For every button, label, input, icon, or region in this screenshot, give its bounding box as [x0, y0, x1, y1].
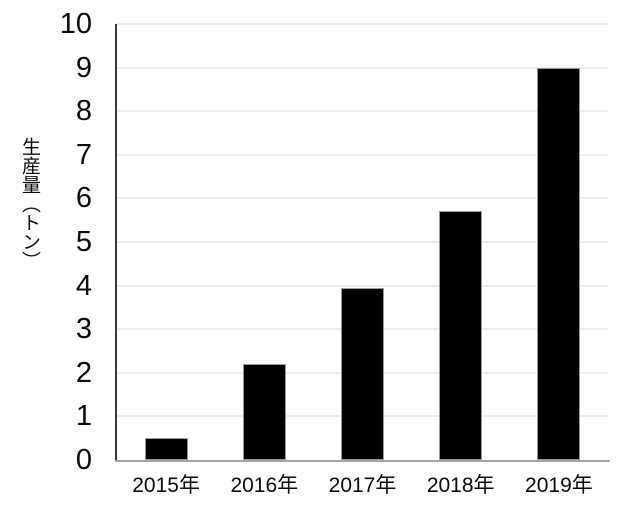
y-tick-label-5: 5: [75, 226, 92, 258]
gridline-8: [117, 110, 608, 113]
gridline-9: [117, 66, 608, 69]
x-tick-label-2017年: 2017年: [328, 474, 397, 497]
x-tick-label-2016年: 2016年: [230, 474, 299, 497]
y-tick-label-3: 3: [75, 313, 92, 346]
gridline-6: [117, 197, 608, 200]
gridline-4: [117, 284, 608, 287]
bar-2015年: [144, 438, 188, 460]
y-tick-label-1: 1: [75, 400, 92, 433]
y-tick-label-8: 8: [75, 95, 92, 128]
bar-2017年: [341, 287, 384, 460]
y-tick-label-2: 2: [75, 356, 92, 389]
y-axis-title: 生産量（トン）: [19, 137, 40, 270]
bar-2016年: [242, 364, 286, 460]
y-tick-label-10: 10: [59, 8, 92, 40]
y-tick-label-6: 6: [75, 182, 92, 215]
y-tick-label-7: 7: [75, 138, 92, 171]
x-axis-line: [115, 460, 610, 462]
y-tick-label-9: 9: [75, 51, 92, 84]
bar-2019年: [537, 67, 581, 460]
bar-2018年: [439, 211, 483, 460]
gridline-5: [117, 241, 608, 243]
gridline-10: [117, 23, 608, 25]
x-tick-label-2018年: 2018年: [426, 474, 495, 497]
y-tick-label-4: 4: [75, 269, 92, 302]
gridline-7: [117, 153, 608, 156]
y-tick-label-0: 0: [75, 444, 92, 476]
x-tick-label-2019年: 2019年: [525, 474, 593, 497]
x-tick-label-2015年: 2015年: [132, 474, 200, 497]
y-axis-line: [115, 24, 117, 462]
